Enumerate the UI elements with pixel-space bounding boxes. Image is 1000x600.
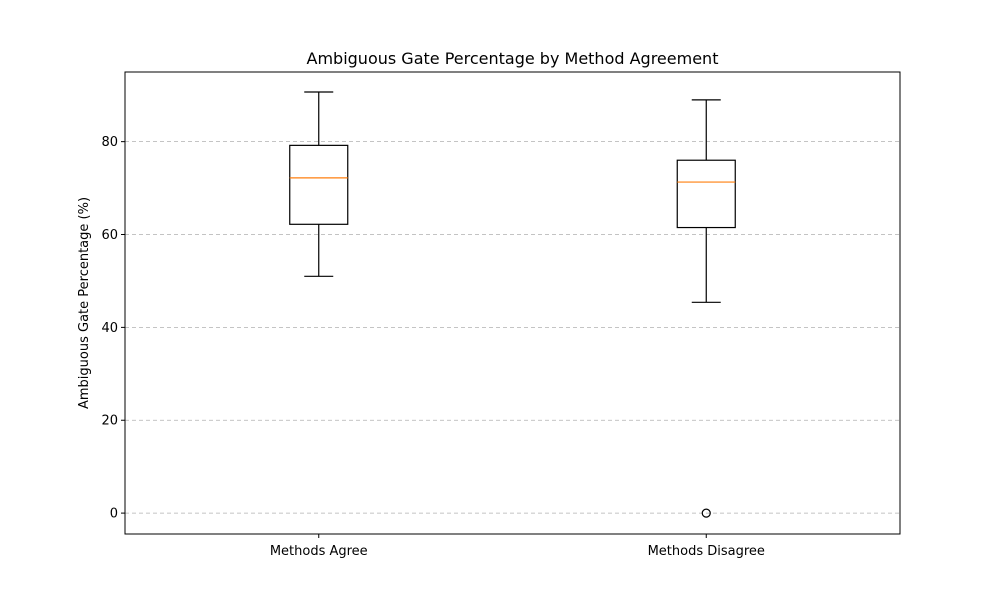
chart-title: Ambiguous Gate Percentage by Method Agre… bbox=[307, 49, 719, 68]
x-tick-label: Methods Disagree bbox=[648, 544, 765, 559]
y-tick-label: 60 bbox=[101, 228, 118, 243]
box-iqr bbox=[676, 159, 736, 229]
y-tick-label: 0 bbox=[110, 507, 118, 522]
x-tick-label: Methods Agree bbox=[270, 544, 368, 559]
y-tick-label: 80 bbox=[101, 135, 118, 150]
y-axis-label: Ambiguous Gate Percentage (%) bbox=[77, 197, 92, 409]
box-group bbox=[676, 99, 736, 518]
box-group bbox=[289, 91, 349, 277]
y-tick-label: 40 bbox=[101, 321, 118, 336]
plot-area-frame bbox=[124, 71, 901, 535]
box-iqr bbox=[289, 144, 349, 225]
y-tick-label: 20 bbox=[101, 414, 118, 429]
grid-lines bbox=[125, 141, 900, 514]
outlier-point bbox=[701, 508, 711, 518]
boxes bbox=[289, 91, 736, 518]
axis-ticks: 0 20 40 60 80 Methods Agree Methods Disagree bbox=[101, 135, 764, 559]
